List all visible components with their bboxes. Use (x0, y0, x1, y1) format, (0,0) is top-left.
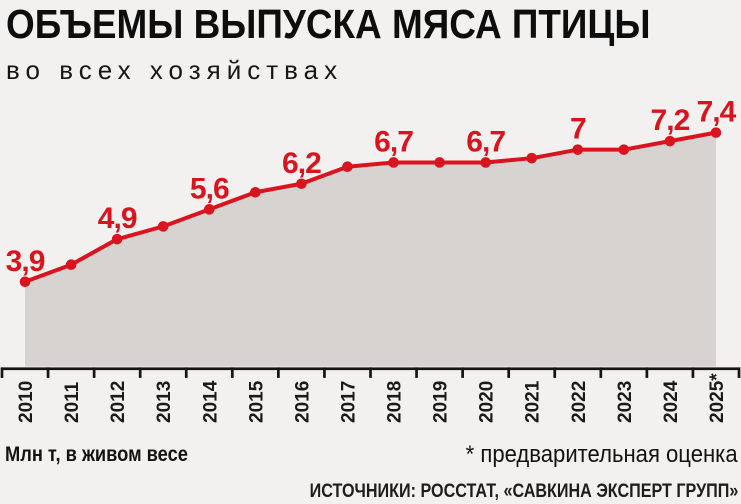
data-label: 4,9 (98, 202, 137, 235)
data-point (342, 161, 353, 173)
x-axis-tick (507, 367, 511, 378)
x-axis-tick-label: 2020 (477, 381, 498, 423)
data-point (664, 135, 676, 147)
x-axis-tick-label: 2024 (661, 380, 682, 423)
estimate-note: * предварительная оценка (466, 441, 738, 468)
data-point (710, 127, 722, 138)
x-axis-tick (599, 367, 603, 378)
x-axis-tick (737, 367, 741, 378)
x-axis-tick-label: 2010 (16, 381, 37, 423)
x-axis-tick (46, 367, 50, 378)
x-axis-tick (461, 367, 464, 378)
x-axis-tick-label: 2016 (292, 381, 313, 423)
x-axis-tick-label: 2022 (569, 381, 590, 423)
data-point (572, 144, 584, 155)
x-axis-tick-label: 2013 (154, 381, 175, 423)
data-label: 6,2 (282, 147, 321, 180)
x-axis-tick (138, 367, 142, 378)
x-axis-tick-label: 2025* (707, 373, 728, 423)
data-label: 7,4 (697, 96, 737, 129)
data-point (111, 233, 123, 245)
data-point (157, 221, 169, 232)
x-axis-tick-label: 2011 (62, 381, 83, 423)
unit-note: Млн т, в живом весе (5, 443, 188, 466)
x-axis-tick (230, 367, 234, 378)
x-axis-tick-label: 2019 (431, 381, 452, 423)
data-point (19, 276, 31, 288)
x-axis-tick (691, 367, 695, 378)
area-fill (25, 132, 716, 367)
data-point (296, 178, 307, 190)
data-point (618, 144, 630, 155)
data-label: 6,7 (466, 125, 505, 158)
x-axis-tick-label: 2021 (523, 380, 544, 423)
trend-line (23, 130, 718, 284)
data-label: 7,2 (651, 104, 690, 137)
x-axis-tick-label: 2018 (385, 381, 406, 423)
x-axis-tick-label: 2014 (200, 380, 221, 423)
data-label: 6,7 (374, 125, 413, 158)
data-label: 3,9 (6, 245, 45, 278)
x-axis-tick (184, 367, 188, 378)
x-axis-tick (415, 367, 418, 378)
data-point (480, 157, 491, 168)
data-point (65, 259, 77, 271)
data-point (250, 186, 261, 198)
x-axis-tick (323, 367, 326, 378)
page-title: ОБЪЕМЫ ВЫПУСКА МЯСА ПТИЦЫ (6, 1, 651, 47)
data-point (526, 152, 538, 164)
data-point (203, 204, 215, 215)
x-axis-tick-label: 2023 (615, 381, 636, 423)
x-axis-tick-label: 2015 (246, 380, 267, 423)
data-point (434, 157, 445, 168)
x-axis-tick (369, 367, 372, 378)
data-label: 7 (570, 113, 586, 146)
data-label: 5,6 (190, 172, 229, 205)
x-axis-tick (645, 367, 649, 378)
sources-line: ИСТОЧНИКИ: РОССТАТ, «САВКИНА ЭКСПЕРТ ГРУ… (309, 481, 738, 502)
x-axis-tick-label: 2017 (338, 381, 359, 423)
x-axis-tick (0, 367, 4, 378)
x-axis-tick (277, 367, 280, 378)
x-axis-tick-label: 2012 (108, 381, 129, 423)
x-axis-tick (92, 367, 96, 378)
x-axis-tick (553, 367, 557, 378)
data-point (388, 157, 399, 168)
chart-subtitle: во всех хозяйствах (6, 55, 344, 85)
